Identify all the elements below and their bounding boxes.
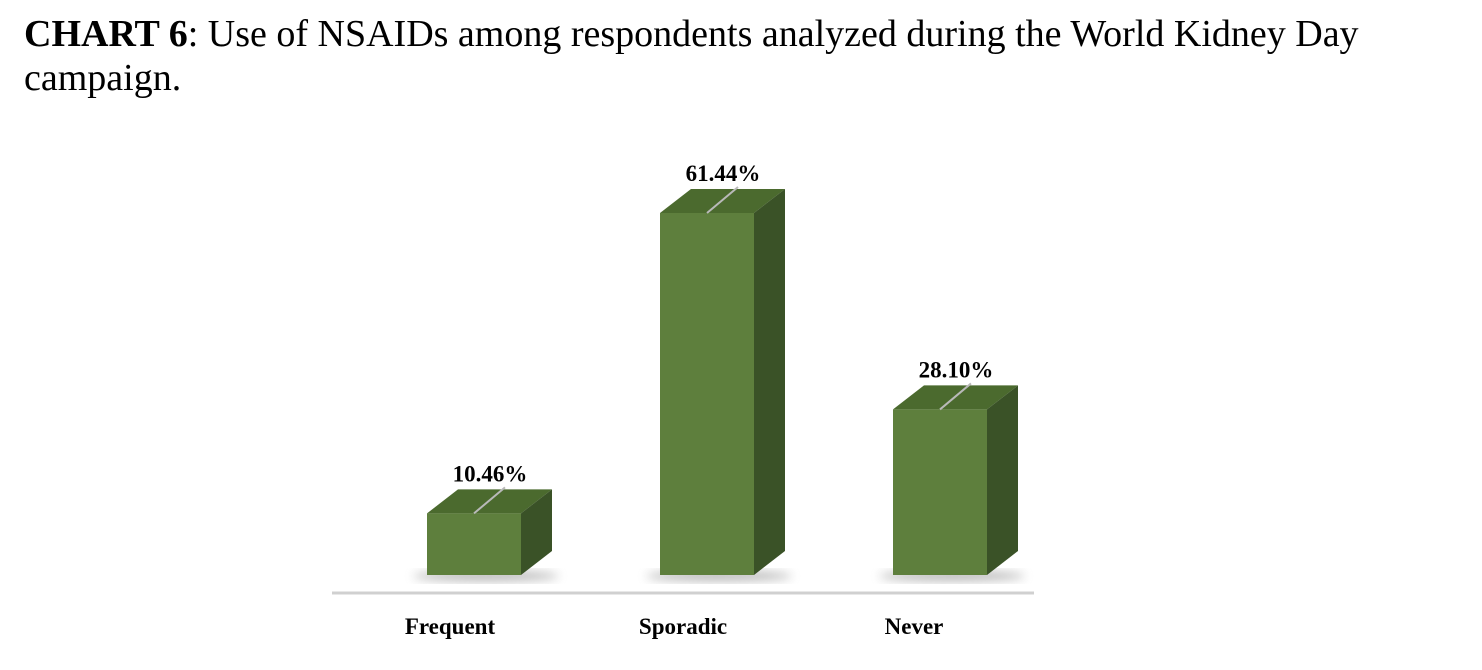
bar-side-face [754,189,785,575]
category-label: Frequent [405,614,496,639]
bar-sporadic [660,213,754,575]
category-label: Never [885,614,944,639]
data-label: 10.46% [453,461,528,486]
chart-caption: CHART 6: Use of NSAIDs among respondents… [24,12,1454,100]
data-label-leader [473,486,506,515]
chart-caption-label: CHART 6 [24,13,188,55]
bar-side-face [987,385,1018,575]
labels: 10.46% Frequent 61.44% Sporadic 28.10% Never [405,161,994,639]
bar-never [893,409,987,575]
data-label-leader [939,382,972,411]
data-label: 28.10% [919,357,994,382]
bar-side-face [521,489,552,575]
data-label: 61.44% [686,161,761,186]
chart-caption-text: : Use of NSAIDs among respondents analyz… [24,13,1359,99]
category-label: Sporadic [639,614,727,639]
bar-frequent [427,513,521,575]
data-label-leader [706,186,739,214]
